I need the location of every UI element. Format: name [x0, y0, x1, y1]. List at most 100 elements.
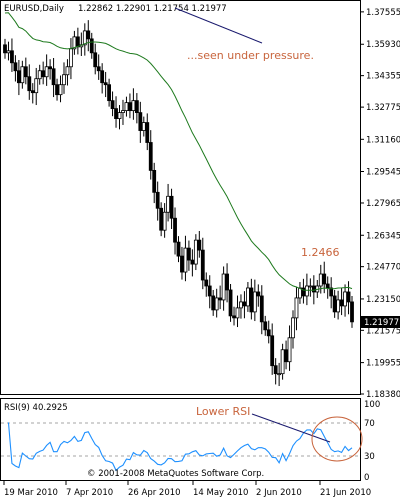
candle-body — [6, 50, 11, 54]
price-tick-label: 1.27965 — [366, 199, 400, 209]
candle-body — [82, 30, 87, 46]
candle-body — [100, 70, 105, 84]
candle-body — [187, 247, 191, 261]
candle-body — [121, 110, 125, 114]
candle-body — [193, 239, 198, 265]
ma-value-annotation: 1.2466 — [301, 246, 340, 259]
date-tick-label: 21 Jun 2010 — [320, 488, 371, 498]
candle-body — [3, 44, 7, 54]
candle-body — [242, 301, 247, 307]
candle-body — [291, 317, 295, 339]
candle-body — [155, 191, 160, 209]
candle-body — [166, 195, 170, 213]
price-tick-label: 1.29545 — [366, 167, 400, 177]
candle-body — [249, 287, 254, 313]
candle-body — [322, 273, 327, 285]
current-price-box — [361, 316, 400, 328]
candle-body — [34, 78, 39, 94]
candle-body — [30, 90, 35, 94]
candle-body — [110, 100, 115, 110]
date-tick-label: 14 May 2010 — [193, 488, 248, 498]
candle-body — [332, 295, 337, 313]
candle-body — [23, 66, 28, 78]
candle-body — [16, 70, 21, 84]
candle-body — [96, 66, 101, 72]
candle-body — [65, 66, 70, 76]
candle-body — [128, 102, 132, 112]
candle-body — [69, 48, 73, 68]
candle-body — [10, 50, 14, 64]
candle-body — [225, 273, 229, 291]
candle-body — [256, 291, 261, 297]
candle-body — [200, 249, 205, 281]
date-tick-label: 7 Apr 2010 — [66, 488, 113, 498]
price-tick-label: 1.32775 — [366, 103, 400, 113]
rsi-highlight-circle — [311, 416, 363, 462]
rsi-line — [7, 422, 353, 472]
candle-body — [211, 295, 216, 311]
candle-body — [311, 285, 316, 293]
candle-body — [221, 273, 226, 301]
candle-body — [259, 295, 264, 323]
price-tick-label: 1.37555 — [366, 8, 400, 18]
candle-body — [301, 287, 306, 297]
candle-body — [145, 122, 150, 143]
candle-body — [245, 287, 250, 307]
current-price-label: 1.21977 — [364, 318, 399, 328]
candle-body — [190, 259, 195, 265]
date-axis: 19 Mar 2010 7 Apr 2010 26 Apr 2010 14 May 2… — [3, 481, 371, 498]
candle-body — [308, 285, 313, 288]
candle-body — [214, 297, 219, 311]
candle-body — [270, 335, 275, 367]
price-tick-label: 1.21575 — [366, 326, 400, 336]
candle-body — [48, 66, 53, 70]
candle-body — [325, 283, 330, 289]
price-tick-label: 1.31160 — [366, 135, 400, 145]
rsi-panel-frame — [0, 398, 361, 481]
rsi-tick-100: 100 — [364, 400, 380, 410]
rsi-label: RSI(9) 40.2925 — [4, 403, 68, 413]
candle-body — [329, 287, 334, 297]
candle-body — [218, 297, 223, 301]
candle-body — [51, 68, 56, 86]
candle-body — [117, 112, 122, 119]
symbol-label: EURUSD,Daily — [4, 4, 64, 14]
candle-body — [180, 255, 184, 273]
price-tick-label: 1.19955 — [366, 359, 400, 369]
candle-body — [141, 122, 146, 131]
candle-body — [162, 211, 167, 231]
rsi-tick-0: 0 — [364, 473, 369, 483]
candle-body — [304, 285, 309, 297]
candle-body — [318, 273, 323, 287]
lower-rsi-annotation: Lower RSI — [196, 405, 250, 418]
candle-body — [55, 84, 59, 96]
candle-body — [134, 100, 139, 114]
candle-body — [298, 287, 302, 299]
candle-body — [336, 299, 341, 313]
candle-body — [273, 365, 278, 375]
candle-body — [138, 112, 143, 131]
ohlc-readout: 1.22862 1.22901 1.21754 1.21977 — [78, 4, 227, 14]
candle-body — [41, 70, 46, 78]
candle-body — [235, 307, 240, 319]
candle-body — [294, 297, 299, 319]
price-tick-label: 1.35930 — [366, 40, 400, 50]
price-tick-label: 1.24770 — [366, 263, 400, 273]
rsi-tick-70: 70 — [364, 419, 375, 429]
copyright-text: © 2001-2008 MetaQuotes Software Corp. — [87, 469, 264, 479]
candle-body — [20, 66, 25, 84]
candles-layer — [3, 20, 354, 387]
date-tick-label: 19 Mar 2010 — [4, 488, 58, 498]
candle-body — [239, 301, 243, 309]
rsi-tick-30: 30 — [364, 452, 375, 462]
candle-body — [75, 36, 80, 48]
date-tick-label: 2 Jun 2010 — [256, 488, 302, 498]
price-tick-label: 1.18380 — [366, 390, 400, 400]
moving-average-line — [4, 12, 353, 291]
candle-body — [207, 285, 212, 297]
candle-body — [13, 62, 18, 72]
candle-body — [339, 299, 344, 307]
candle-body — [107, 84, 111, 102]
